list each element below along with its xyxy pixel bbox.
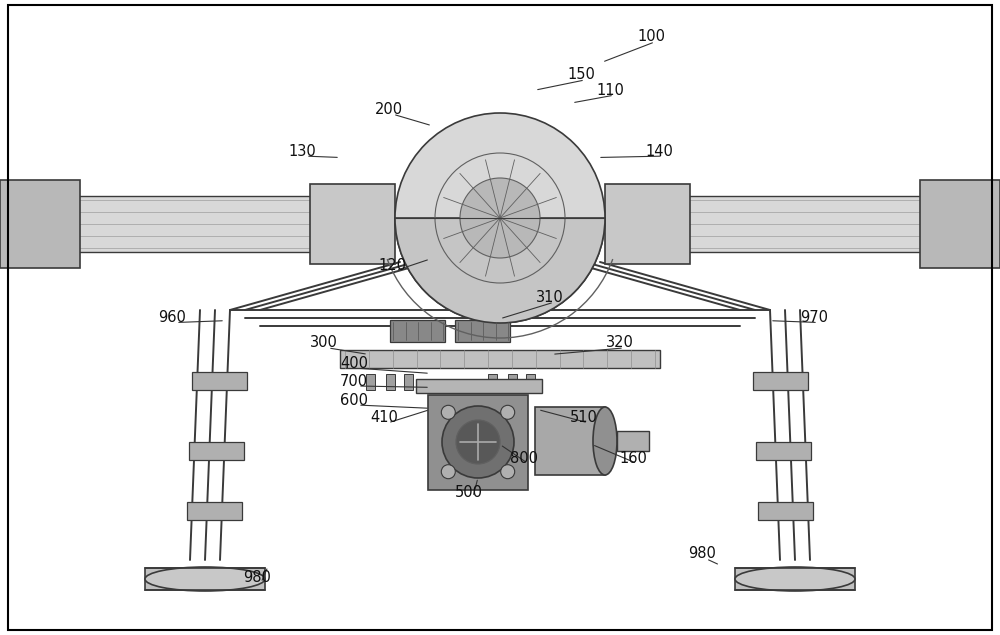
Circle shape bbox=[441, 465, 455, 479]
Text: 510: 510 bbox=[570, 410, 598, 425]
Text: 310: 310 bbox=[536, 290, 564, 305]
Text: 500: 500 bbox=[455, 485, 483, 500]
Text: 970: 970 bbox=[800, 310, 828, 325]
Bar bbox=[0, 196, 330, 252]
Text: 100: 100 bbox=[637, 29, 665, 44]
Text: 160: 160 bbox=[619, 451, 647, 466]
Bar bbox=[670, 196, 1000, 252]
Bar bbox=[0, 180, 80, 268]
Circle shape bbox=[501, 465, 515, 479]
Circle shape bbox=[395, 113, 605, 323]
Text: 120: 120 bbox=[378, 258, 406, 273]
Bar bbox=[735, 568, 855, 590]
Wedge shape bbox=[395, 218, 605, 323]
Text: 960: 960 bbox=[158, 310, 186, 325]
Bar bbox=[386, 374, 395, 390]
Ellipse shape bbox=[0, 208, 69, 241]
Text: 410: 410 bbox=[370, 410, 398, 425]
Circle shape bbox=[441, 405, 455, 419]
Bar bbox=[753, 372, 808, 390]
Text: 980: 980 bbox=[688, 546, 716, 561]
Ellipse shape bbox=[876, 208, 994, 241]
Bar bbox=[508, 374, 517, 390]
Ellipse shape bbox=[593, 407, 617, 475]
Bar bbox=[145, 568, 265, 590]
Bar bbox=[416, 379, 542, 393]
Text: 400: 400 bbox=[340, 356, 368, 371]
Bar bbox=[187, 502, 242, 520]
Bar bbox=[428, 395, 528, 490]
Bar bbox=[758, 502, 813, 520]
Bar bbox=[756, 442, 811, 460]
Text: 200: 200 bbox=[375, 102, 403, 117]
Bar bbox=[920, 180, 1000, 268]
Bar bbox=[404, 374, 413, 390]
Ellipse shape bbox=[741, 208, 859, 236]
Bar bbox=[366, 374, 375, 390]
Bar bbox=[390, 320, 445, 342]
Text: 320: 320 bbox=[606, 335, 634, 351]
Text: 130: 130 bbox=[288, 144, 316, 159]
Text: 800: 800 bbox=[510, 451, 538, 466]
Bar bbox=[526, 374, 535, 390]
Circle shape bbox=[442, 406, 514, 478]
Circle shape bbox=[501, 405, 515, 419]
Text: 980: 980 bbox=[243, 570, 271, 585]
Bar bbox=[340, 350, 660, 368]
Ellipse shape bbox=[86, 208, 204, 236]
Text: 700: 700 bbox=[340, 373, 368, 389]
Text: 140: 140 bbox=[645, 144, 673, 159]
Ellipse shape bbox=[735, 567, 855, 591]
Bar bbox=[488, 374, 497, 390]
Circle shape bbox=[460, 178, 540, 258]
Text: 600: 600 bbox=[340, 392, 368, 408]
Circle shape bbox=[456, 420, 500, 464]
Ellipse shape bbox=[145, 567, 265, 591]
Bar bbox=[535, 407, 605, 475]
Text: 300: 300 bbox=[310, 335, 338, 351]
Bar bbox=[192, 372, 247, 390]
Bar bbox=[310, 184, 395, 264]
Bar bbox=[455, 320, 510, 342]
Bar bbox=[189, 442, 244, 460]
Text: 110: 110 bbox=[596, 83, 624, 98]
Text: 150: 150 bbox=[567, 67, 595, 83]
Bar bbox=[617, 431, 649, 451]
Bar bbox=[605, 184, 690, 264]
